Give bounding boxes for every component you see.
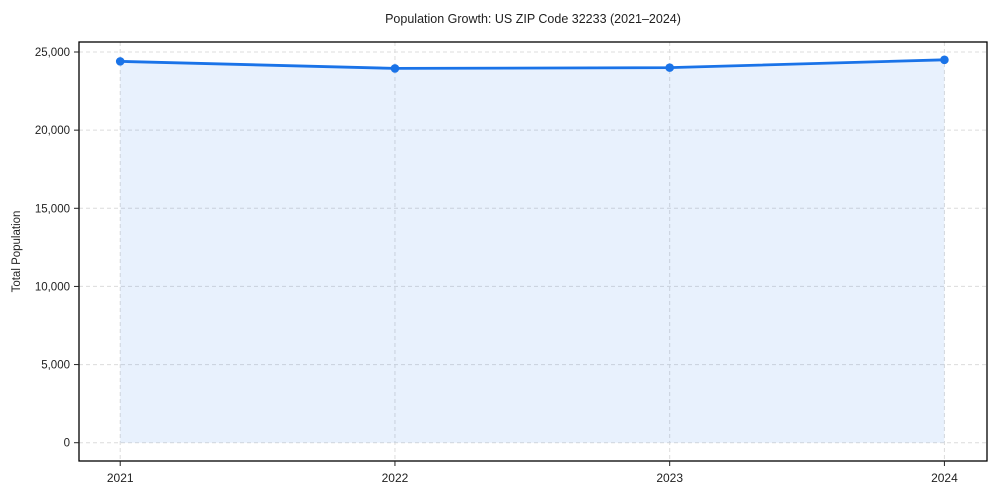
plot-border-layer <box>78 41 988 462</box>
data-point <box>390 64 400 73</box>
area-fill <box>120 59 945 443</box>
gridlines <box>79 42 987 461</box>
data-line <box>118 58 946 70</box>
y-tick-label: 10,000 <box>35 281 70 293</box>
data-point <box>115 57 125 66</box>
data-point <box>940 55 949 65</box>
data-points-layer <box>115 55 949 73</box>
area-fill-layer <box>120 59 945 443</box>
x-tick-label: 2023 <box>656 471 683 485</box>
y-tick-label: 25,000 <box>35 47 70 59</box>
x-tick-label: 2021 <box>107 471 134 485</box>
y-tick-label: 20,000 <box>35 125 70 137</box>
x-tick-label: 2024 <box>931 471 958 485</box>
tick-marks-layer <box>74 51 945 466</box>
chart-title: Population Growth: US ZIP Code 32233 (20… <box>385 12 681 26</box>
y-tick-label: 15,000 <box>35 203 70 215</box>
y-tick-label: 5,000 <box>41 360 70 372</box>
x-tick-label: 2022 <box>382 471 409 485</box>
data-point <box>665 63 674 72</box>
tick-labels-layer: 0 5,000 10,000 15,000 20,000 25,000 2021 2022 20… <box>35 47 958 485</box>
y-axis-label: Total Population <box>11 211 23 293</box>
plot-border <box>78 41 988 462</box>
data-line-layer <box>118 58 946 70</box>
y-tick-label: 0 <box>64 438 70 450</box>
